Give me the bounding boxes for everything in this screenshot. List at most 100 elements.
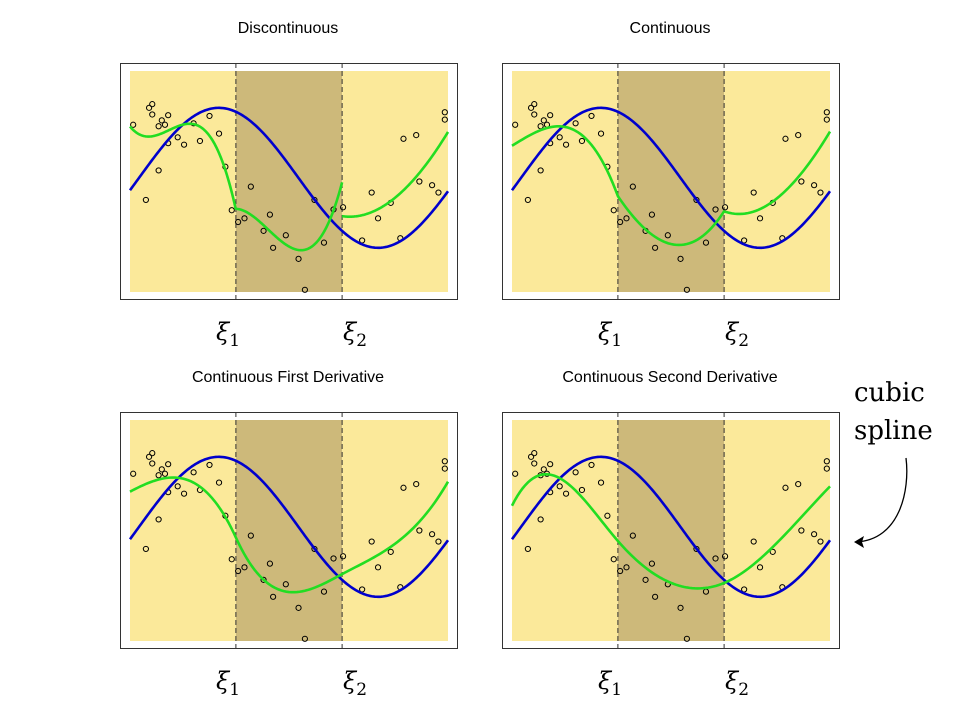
data-point: [721, 204, 729, 211]
data-point: [756, 564, 764, 571]
data-point: [531, 111, 538, 118]
region-right: [724, 71, 830, 292]
data-point: [693, 545, 700, 553]
data-point: [270, 593, 277, 600]
data-point: [145, 104, 153, 111]
data-point: [578, 137, 586, 145]
data-point: [413, 131, 420, 139]
data-point: [623, 215, 630, 222]
data-point: [260, 576, 267, 583]
data-point: [339, 204, 347, 211]
data-point: [817, 189, 824, 196]
data-point: [190, 469, 197, 476]
data-point: [823, 465, 830, 472]
data-point: [588, 461, 595, 469]
data-point: [512, 470, 519, 477]
data-point: [180, 141, 188, 148]
data-point: [161, 121, 169, 128]
data-point: [597, 130, 605, 137]
knot-label-xi2: ξ2: [343, 667, 368, 700]
data-point: [537, 167, 544, 174]
data-point: [547, 112, 554, 119]
data-point: [149, 101, 156, 108]
data-point: [400, 135, 407, 142]
data-point: [149, 460, 156, 467]
data-point: [155, 472, 162, 479]
region-left: [512, 71, 618, 292]
panel-title-second-derivative: Continuous Second Derivative: [562, 369, 778, 386]
data-point: [130, 121, 137, 128]
data-point: [196, 137, 204, 145]
annotation-arrow: [854, 457, 908, 548]
fit-line-segment-2: [235, 182, 344, 252]
data-point: [750, 189, 757, 196]
data-point: [374, 215, 382, 222]
data-point: [174, 483, 181, 490]
data-point: [629, 532, 636, 539]
data-point: [664, 232, 671, 239]
true-function-line: [128, 455, 450, 599]
data-point: [374, 564, 382, 571]
data-point: [413, 480, 420, 488]
data-point: [540, 117, 547, 124]
data-point: [524, 196, 531, 204]
data-point: [798, 178, 805, 185]
data-point: [416, 527, 423, 534]
annotation-line-1: cubic: [854, 378, 925, 408]
data-point: [158, 466, 165, 473]
data-point: [677, 604, 684, 611]
data-point: [683, 635, 690, 642]
data-point: [588, 112, 595, 120]
data-point: [130, 470, 137, 477]
region-left: [130, 420, 236, 641]
data-point: [610, 556, 617, 563]
fit-line-segment-3: [341, 131, 450, 218]
plot-first-derivative: [120, 412, 458, 649]
data-point: [798, 527, 805, 534]
region-middle: [235, 71, 343, 292]
data-point: [617, 567, 624, 575]
data-point: [235, 567, 242, 575]
data-point: [145, 453, 153, 460]
data-point: [769, 548, 776, 555]
data-point: [795, 480, 802, 488]
data-point: [149, 450, 156, 457]
annotation-line-2: spline: [854, 416, 933, 446]
data-point: [311, 545, 318, 553]
data-point: [320, 588, 328, 595]
data-point: [206, 112, 213, 120]
data-point: [712, 206, 719, 213]
data-point: [642, 576, 649, 583]
region-right: [342, 71, 448, 292]
data-point: [604, 512, 611, 519]
data-point: [562, 141, 570, 148]
cubic-spline-annotation: cubic spline: [854, 374, 933, 450]
data-point: [811, 531, 818, 538]
data-point: [165, 112, 172, 119]
data-point: [441, 109, 448, 116]
data-point: [683, 286, 690, 293]
region-middle: [235, 420, 343, 641]
knot-label-xi1: ξ1: [598, 318, 623, 351]
data-point: [547, 461, 554, 468]
data-point: [339, 553, 347, 560]
data-point: [531, 460, 538, 467]
data-point: [295, 604, 302, 611]
panel-title-continuous: Continuous: [629, 20, 711, 37]
data-point: [270, 244, 277, 251]
data-point: [531, 450, 538, 457]
data-point: [158, 117, 165, 124]
data-point: [266, 560, 274, 567]
data-point: [429, 531, 436, 538]
data-point: [648, 560, 656, 567]
region-right: [342, 420, 448, 641]
data-point: [387, 548, 394, 555]
data-point: [206, 461, 213, 469]
data-point: [693, 196, 700, 204]
data-point: [652, 244, 659, 251]
data-point: [320, 239, 328, 246]
data-point: [578, 486, 586, 494]
data-point: [537, 516, 544, 523]
data-point: [142, 545, 149, 553]
region-middle: [617, 71, 725, 292]
